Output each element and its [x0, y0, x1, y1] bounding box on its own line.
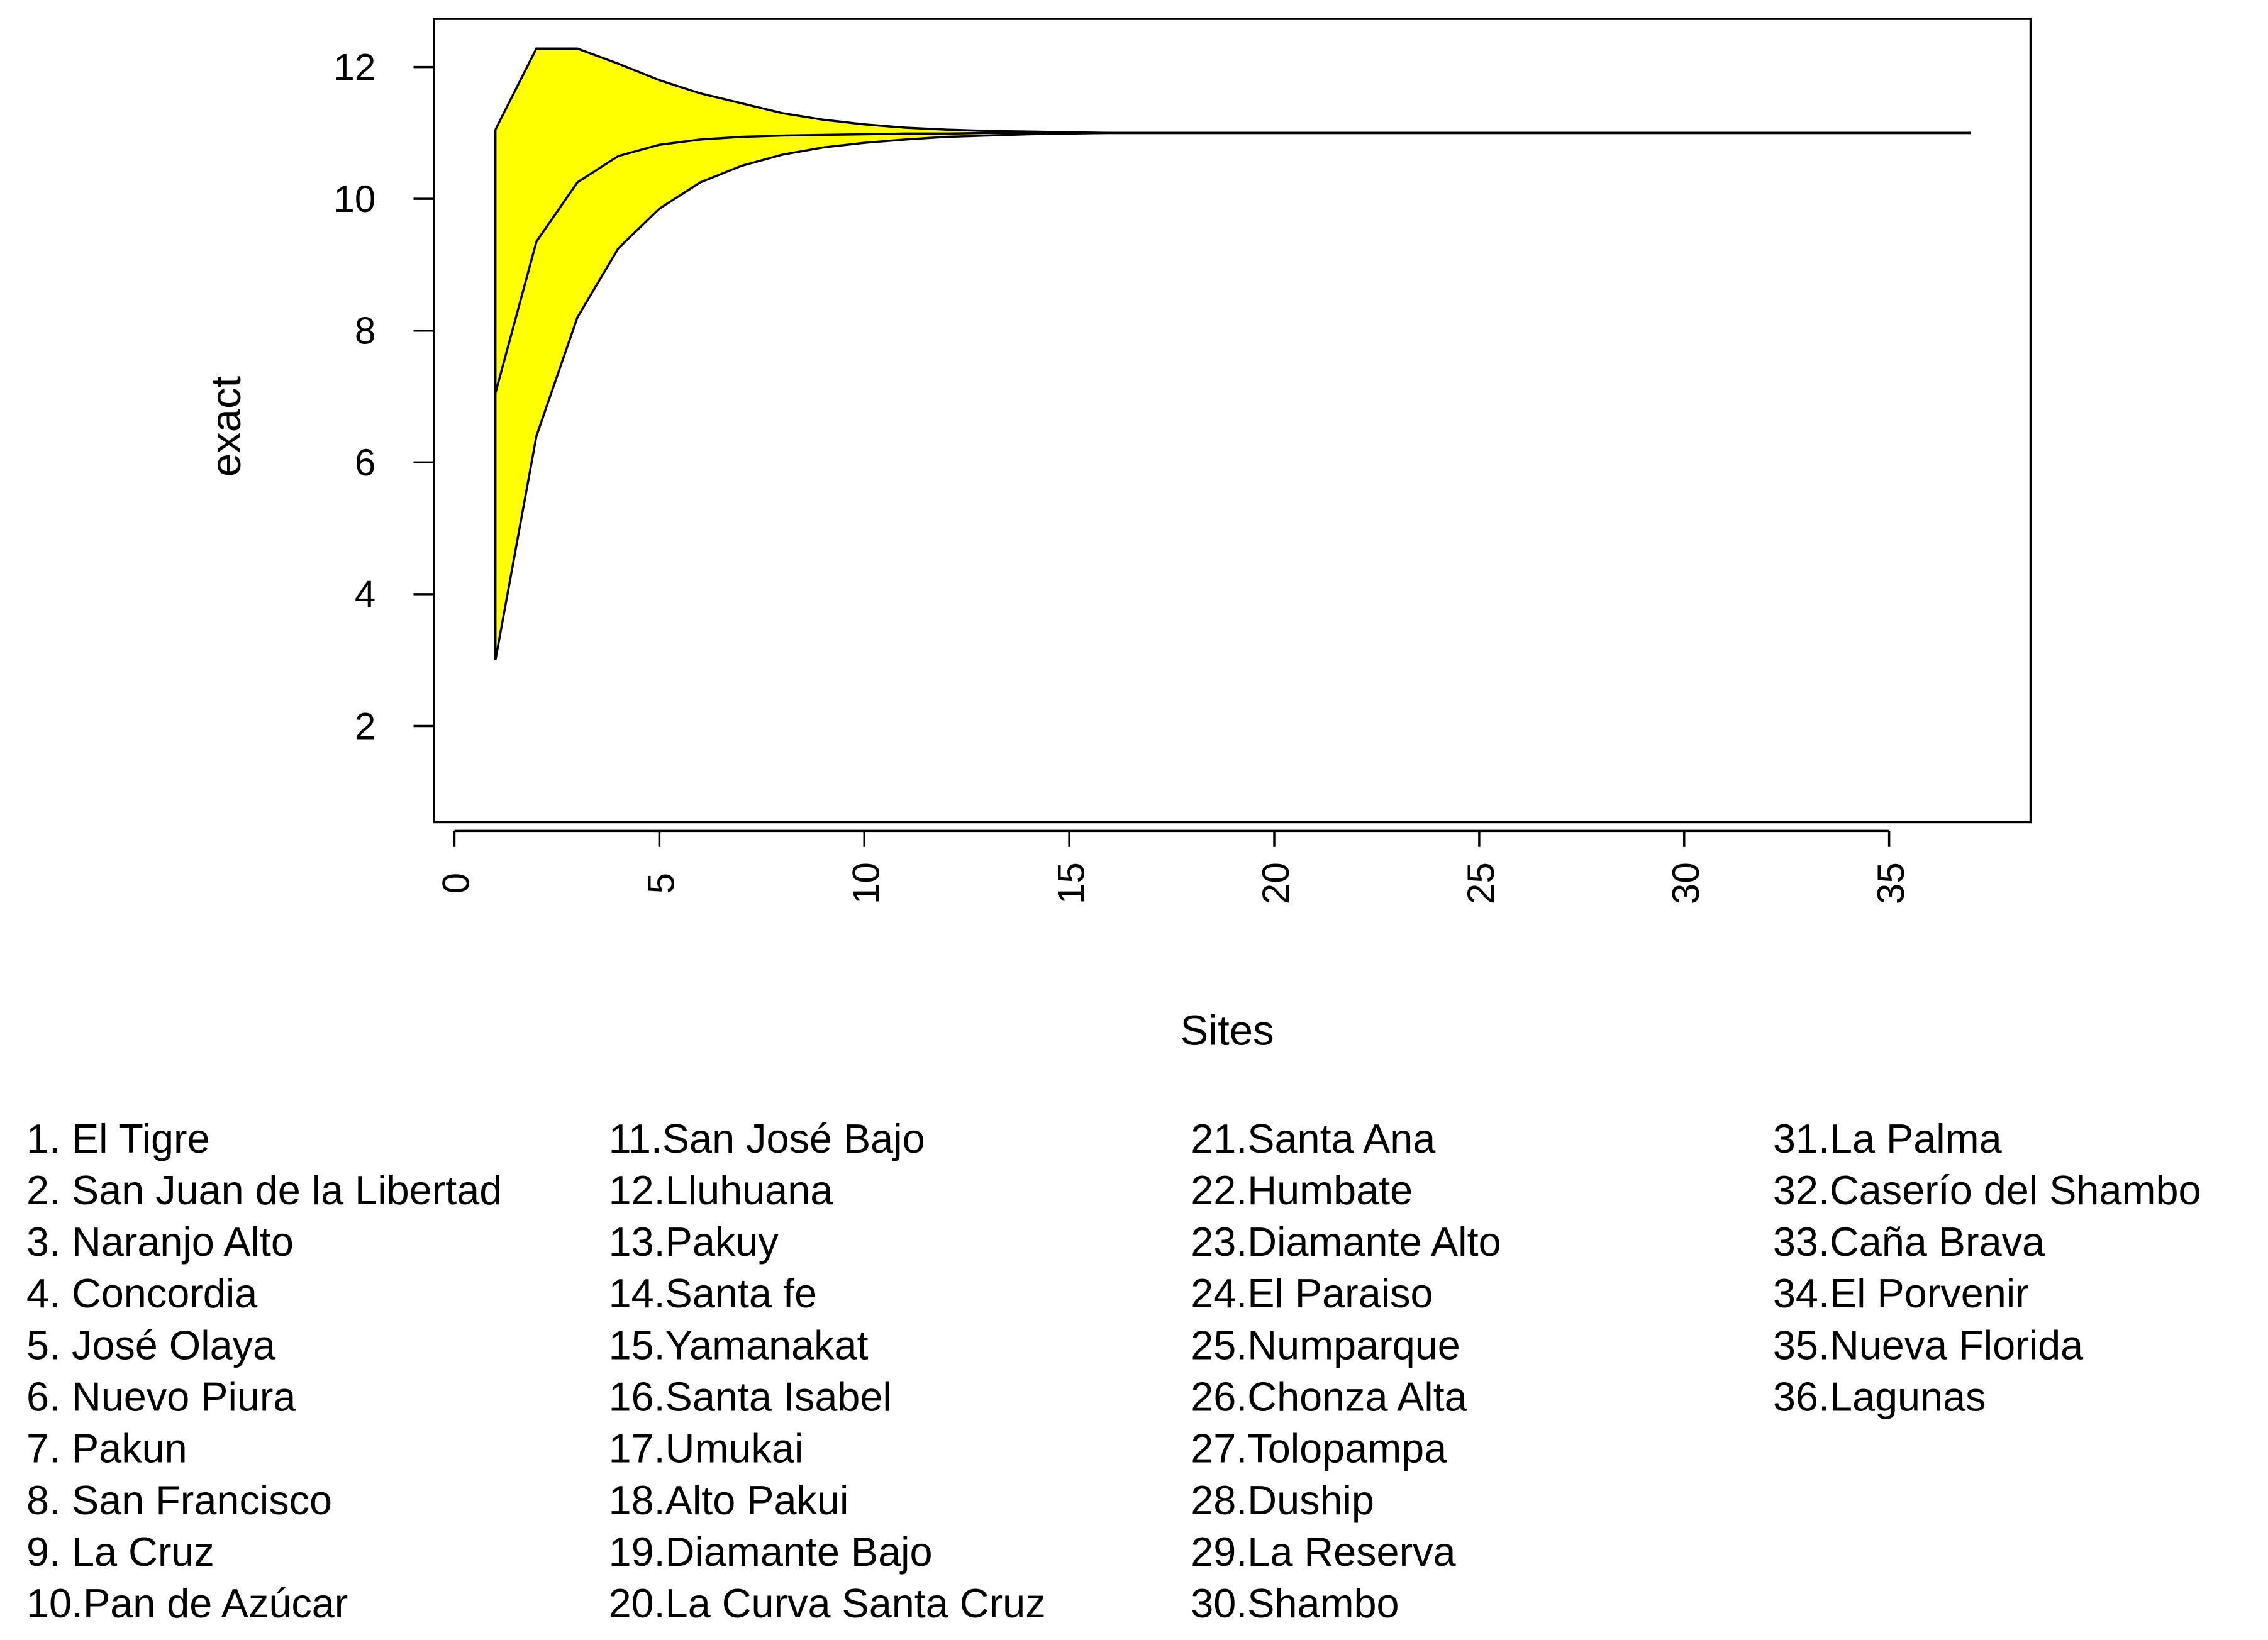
- site-label: 2. San Juan de la Libertad: [26, 1167, 502, 1213]
- site-label: 13.Pakuy: [609, 1219, 779, 1265]
- y-tick-label: 6: [355, 441, 375, 484]
- site-label: 36.Lagunas: [1773, 1374, 1986, 1420]
- x-tick-label: 5: [640, 873, 682, 894]
- site-label: 35.Nueva Florida: [1773, 1322, 2084, 1368]
- site-label: 29.La Reserva: [1191, 1529, 1456, 1575]
- site-label: 9. La Cruz: [26, 1529, 214, 1575]
- y-tick-label: 4: [355, 573, 375, 616]
- x-tick-label: 10: [845, 862, 887, 904]
- x-tick-label: 15: [1050, 862, 1092, 904]
- site-label: 31.La Palma: [1773, 1116, 2003, 1161]
- site-label: 19.Diamante Bajo: [609, 1529, 933, 1575]
- y-tick-label: 12: [333, 46, 375, 88]
- x-tick-label: 20: [1255, 862, 1297, 904]
- band-fill: [495, 48, 1971, 660]
- site-label: 4. Concordia: [26, 1270, 258, 1316]
- y-tick-label: 10: [333, 178, 375, 220]
- site-label: 18.Alto Pakui: [609, 1477, 849, 1523]
- site-label: 7. Pakun: [26, 1426, 187, 1471]
- site-label: 25.Numparque: [1191, 1322, 1460, 1368]
- site-label: 28.Duship: [1191, 1477, 1374, 1523]
- site-label: 33.Caña Brava: [1773, 1219, 2045, 1265]
- site-label: 22.Humbate: [1191, 1167, 1413, 1213]
- y-axis-label: exact: [203, 375, 250, 477]
- x-axis-label: Sites: [1181, 1007, 1274, 1055]
- site-label: 8. San Francisco: [26, 1477, 332, 1523]
- site-label: 6. Nuevo Piura: [26, 1374, 296, 1420]
- x-tick-label: 25: [1460, 862, 1502, 904]
- site-label: 1. El Tigre: [26, 1116, 210, 1161]
- site-label: 14.Santa fe: [609, 1270, 817, 1316]
- site-label: 5. José Olaya: [26, 1322, 276, 1368]
- site-label: 27.Tolopampa: [1191, 1426, 1447, 1471]
- x-tick-label: 0: [435, 873, 477, 894]
- y-tick-label: 2: [355, 705, 375, 747]
- site-label: 32.Caserío del Shambo: [1773, 1167, 2201, 1213]
- site-label: 17.Umukai: [609, 1426, 804, 1471]
- site-label: 30.Shambo: [1191, 1580, 1399, 1626]
- site-label: 26.Chonza Alta: [1191, 1374, 1467, 1420]
- site-label: 11.San José Bajo: [609, 1116, 925, 1161]
- site-label: 15.Yamanakat: [609, 1322, 869, 1368]
- site-label: 20.La Curva Santa Cruz: [609, 1580, 1046, 1626]
- site-label: 12.Lluhuana: [609, 1167, 834, 1213]
- series-line: [494, 131, 1971, 661]
- y-tick-label: 8: [355, 310, 375, 352]
- site-label: 3. Naranjo Alto: [26, 1219, 294, 1265]
- site-label: 34.El Porvenir: [1773, 1270, 2029, 1316]
- x-tick-label: 35: [1870, 862, 1912, 904]
- site-label: 24.El Paraiso: [1191, 1270, 1433, 1316]
- site-label: 23.Diamante Alto: [1191, 1219, 1501, 1265]
- site-label: 21.Santa Ana: [1191, 1116, 1436, 1161]
- x-tick-label: 30: [1665, 862, 1707, 904]
- site-label: 10.Pan de Azúcar: [26, 1580, 348, 1626]
- site-label: 16.Santa Isabel: [609, 1374, 892, 1420]
- plot-area: [494, 47, 1971, 661]
